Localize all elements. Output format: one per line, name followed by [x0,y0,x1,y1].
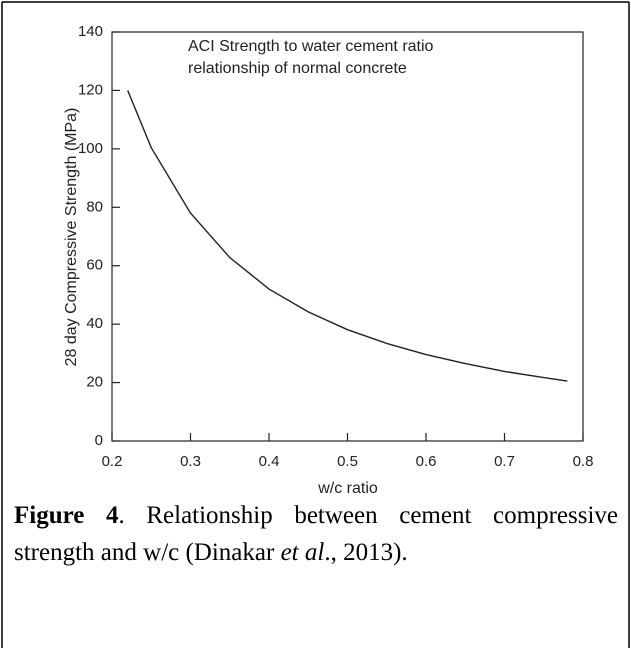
y-tick-label: 100 [78,140,103,157]
y-tick-label: 60 [86,257,103,274]
y-tick-label: 80 [86,198,103,215]
x-axis-label: w/c ratio [317,480,378,497]
y-tick-label: 20 [86,374,103,391]
y-tick-label: 40 [86,315,103,332]
plot-frame [111,31,584,442]
caption: Figure 4. Relationship between cement co… [14,497,618,571]
x-tick-label: 0.6 [416,453,437,470]
caption-italic: et al [280,539,325,566]
x-tick-label: 0.7 [494,453,515,470]
y-tick-label: 0 [95,432,103,449]
y-axis-label: 28 day Compressive Strength (MPa) [63,108,80,367]
x-tick-label: 0.8 [573,453,594,470]
x-tick-label: 0.3 [180,453,201,470]
x-tick-label: 0.2 [102,453,123,470]
annotation: relationship of normal concrete [188,60,407,77]
line [127,90,568,382]
x-tick-label: 0.5 [337,453,358,470]
caption-label: Figure 4 [14,502,119,529]
caption-text: ., 2013). [324,539,408,566]
x-tick-label: 0.4 [259,453,280,470]
caption-text: . Relationship between cement compressiv… [14,502,618,566]
y-tick-label: 140 [78,23,103,40]
y-tick-label: 120 [78,81,103,98]
annotation: ACI Strength to water cement ratio [188,38,434,55]
